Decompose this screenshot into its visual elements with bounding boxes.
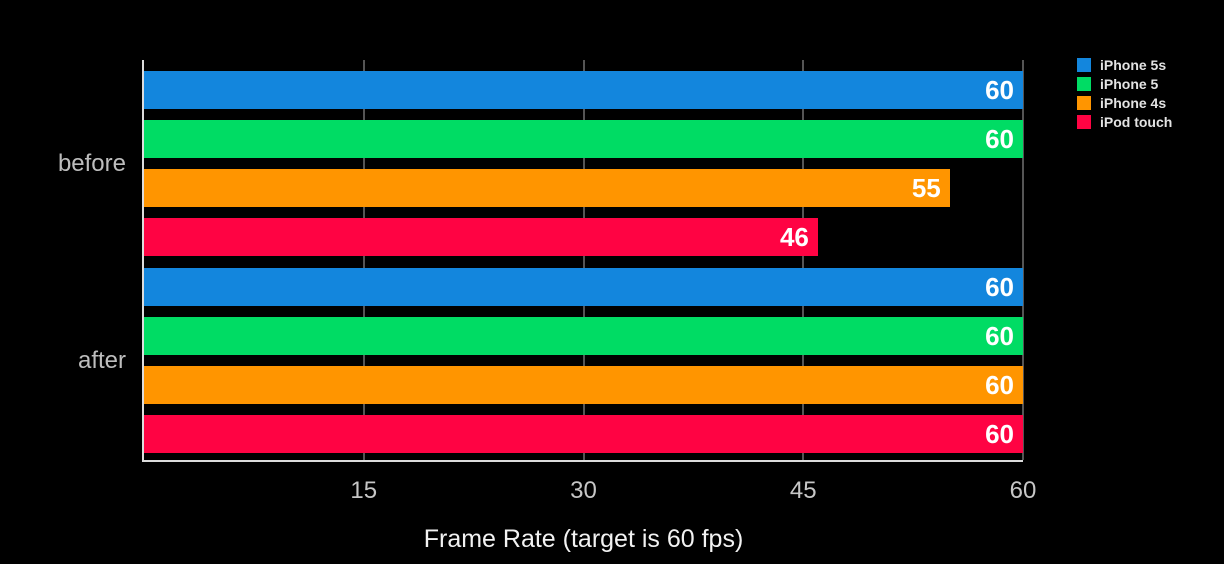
x-tick-label-60: 60 [1009,477,1037,504]
legend-swatch-icon [1077,96,1091,110]
bar-value-label: 55 [911,173,941,203]
legend-label: iPod touch [1100,114,1173,130]
gridline-30 [582,60,585,460]
legend-item-ipod-touch: iPod touch [1077,115,1172,129]
bar-before-iphone-5: 60 [144,120,1023,158]
bar-before-ipod-touch: 46 [144,218,818,256]
gridline-60 [1022,60,1024,460]
legend-label: iPhone 4s [1100,95,1167,111]
legend: iPhone 5s iPhone 5 iPhone 4s iPod touch [1077,58,1172,129]
bar-after-iphone-5: 60 [144,317,1023,355]
bar-before-iphone-4s: 55 [144,169,950,207]
bar-value-label: 60 [985,321,1014,351]
plot-area: 60 60 55 46 60 60 60 60 [144,60,1024,460]
bar-value-label: 60 [985,75,1014,105]
legend-swatch-icon [1077,58,1091,72]
legend-label: iPhone 5s [1100,57,1167,73]
legend-item-iphone-5: iPhone 5 [1077,77,1172,91]
x-tick-label-15: 15 [350,477,378,504]
legend-item-iphone-4s: iPhone 4s [1077,96,1172,110]
x-axis-title: Frame Rate (target is 60 fps) [423,525,744,553]
gridline-15 [362,60,365,460]
category-label-after: after [77,346,126,374]
bar-after-ipod-touch: 60 [144,415,1023,453]
bar-after-iphone-4s: 60 [144,366,1023,404]
x-tick-label-45: 45 [789,477,817,504]
bar-value-label: 60 [985,419,1014,449]
gridline-45 [802,60,805,460]
legend-label: iPhone 5 [1100,76,1159,92]
bar-value-label: 60 [985,124,1014,154]
category-label-before: before [57,149,126,177]
x-tick-label-30: 30 [570,477,597,504]
bar-value-label: 46 [779,222,809,252]
bar-after-iphone-5s: 60 [144,268,1023,306]
y-axis-line [142,60,144,462]
bar-before-iphone-5s: 60 [144,71,1023,109]
legend-item-iphone-5s: iPhone 5s [1077,58,1172,72]
bar-value-label: 60 [985,272,1014,302]
x-axis-line [142,460,1023,462]
bar-value-label: 60 [985,370,1014,400]
legend-swatch-icon [1077,115,1091,129]
legend-swatch-icon [1077,77,1091,91]
